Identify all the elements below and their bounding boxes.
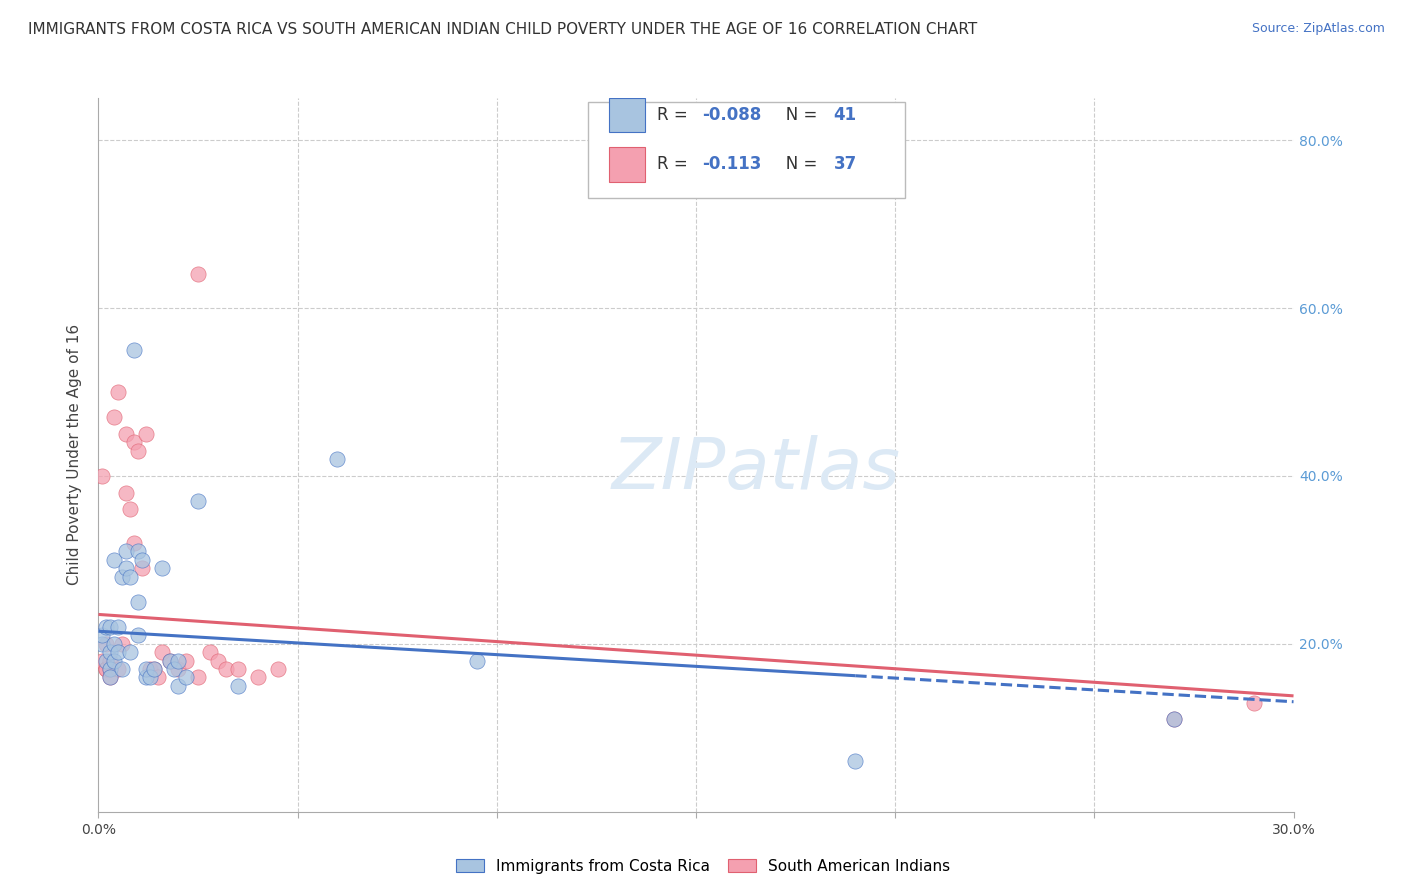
- Point: [159, 654, 181, 668]
- Point: [326, 452, 349, 467]
- Point: [100, 654, 122, 668]
- Point: [103, 654, 125, 668]
- Point: [100, 620, 122, 634]
- Point: [96, 654, 118, 668]
- Point: [96, 662, 118, 676]
- Point: [127, 544, 149, 558]
- Point: [187, 494, 209, 508]
- Point: [267, 662, 290, 676]
- Text: IMMIGRANTS FROM COSTA RICA VS SOUTH AMERICAN INDIAN CHILD POVERTY UNDER THE AGE : IMMIGRANTS FROM COSTA RICA VS SOUTH AMER…: [28, 22, 977, 37]
- Point: [465, 654, 488, 668]
- Point: [207, 654, 229, 668]
- Point: [187, 268, 209, 282]
- Point: [139, 670, 162, 684]
- Point: [103, 553, 125, 567]
- Point: [246, 670, 269, 684]
- Point: [135, 426, 157, 441]
- Point: [103, 637, 125, 651]
- Text: -0.113: -0.113: [702, 155, 761, 173]
- Point: [844, 755, 866, 769]
- Point: [1243, 696, 1265, 710]
- Text: R =: R =: [657, 106, 693, 124]
- Point: [148, 670, 170, 684]
- Point: [174, 654, 197, 668]
- FancyBboxPatch shape: [609, 147, 644, 182]
- Text: Source: ZipAtlas.com: Source: ZipAtlas.com: [1251, 22, 1385, 36]
- Point: [159, 654, 181, 668]
- Point: [91, 469, 114, 483]
- Point: [107, 620, 129, 634]
- Point: [150, 645, 173, 659]
- Point: [167, 679, 190, 693]
- Point: [91, 654, 114, 668]
- Point: [107, 384, 129, 399]
- Point: [1163, 712, 1185, 726]
- Point: [167, 662, 190, 676]
- Point: [107, 645, 129, 659]
- Point: [115, 544, 138, 558]
- Point: [150, 561, 173, 575]
- Point: [135, 670, 157, 684]
- Point: [120, 645, 142, 659]
- Point: [124, 343, 146, 357]
- FancyBboxPatch shape: [588, 102, 905, 198]
- Point: [91, 637, 114, 651]
- Point: [127, 595, 149, 609]
- Text: 41: 41: [834, 106, 856, 124]
- Point: [100, 662, 122, 676]
- Point: [96, 620, 118, 634]
- Point: [139, 662, 162, 676]
- Point: [174, 670, 197, 684]
- Point: [111, 637, 134, 651]
- Point: [131, 553, 153, 567]
- Point: [100, 645, 122, 659]
- Text: ZIPatlas: ZIPatlas: [612, 434, 900, 504]
- Point: [167, 654, 190, 668]
- Point: [111, 662, 134, 676]
- Point: [124, 435, 146, 450]
- Point: [143, 662, 166, 676]
- Point: [143, 662, 166, 676]
- FancyBboxPatch shape: [609, 98, 644, 132]
- Point: [115, 561, 138, 575]
- Point: [131, 561, 153, 575]
- Text: R =: R =: [657, 155, 693, 173]
- Point: [100, 662, 122, 676]
- Legend: Immigrants from Costa Rica, South American Indians: Immigrants from Costa Rica, South Americ…: [450, 853, 956, 880]
- Point: [124, 536, 146, 550]
- Point: [100, 670, 122, 684]
- Text: N =: N =: [770, 106, 823, 124]
- Point: [100, 670, 122, 684]
- Text: 37: 37: [834, 155, 856, 173]
- Point: [115, 485, 138, 500]
- Point: [96, 637, 118, 651]
- Point: [120, 569, 142, 583]
- Point: [198, 645, 221, 659]
- Point: [103, 410, 125, 425]
- Point: [1163, 712, 1185, 726]
- Point: [226, 662, 249, 676]
- Point: [163, 662, 186, 676]
- Point: [127, 443, 149, 458]
- Point: [115, 426, 138, 441]
- Y-axis label: Child Poverty Under the Age of 16: Child Poverty Under the Age of 16: [67, 325, 83, 585]
- Point: [135, 662, 157, 676]
- Point: [107, 662, 129, 676]
- Point: [96, 662, 118, 676]
- Point: [226, 679, 249, 693]
- Text: N =: N =: [770, 155, 823, 173]
- Point: [111, 569, 134, 583]
- Point: [91, 628, 114, 642]
- Point: [127, 628, 149, 642]
- Point: [187, 670, 209, 684]
- Text: -0.088: -0.088: [702, 106, 761, 124]
- Point: [120, 502, 142, 516]
- Point: [215, 662, 238, 676]
